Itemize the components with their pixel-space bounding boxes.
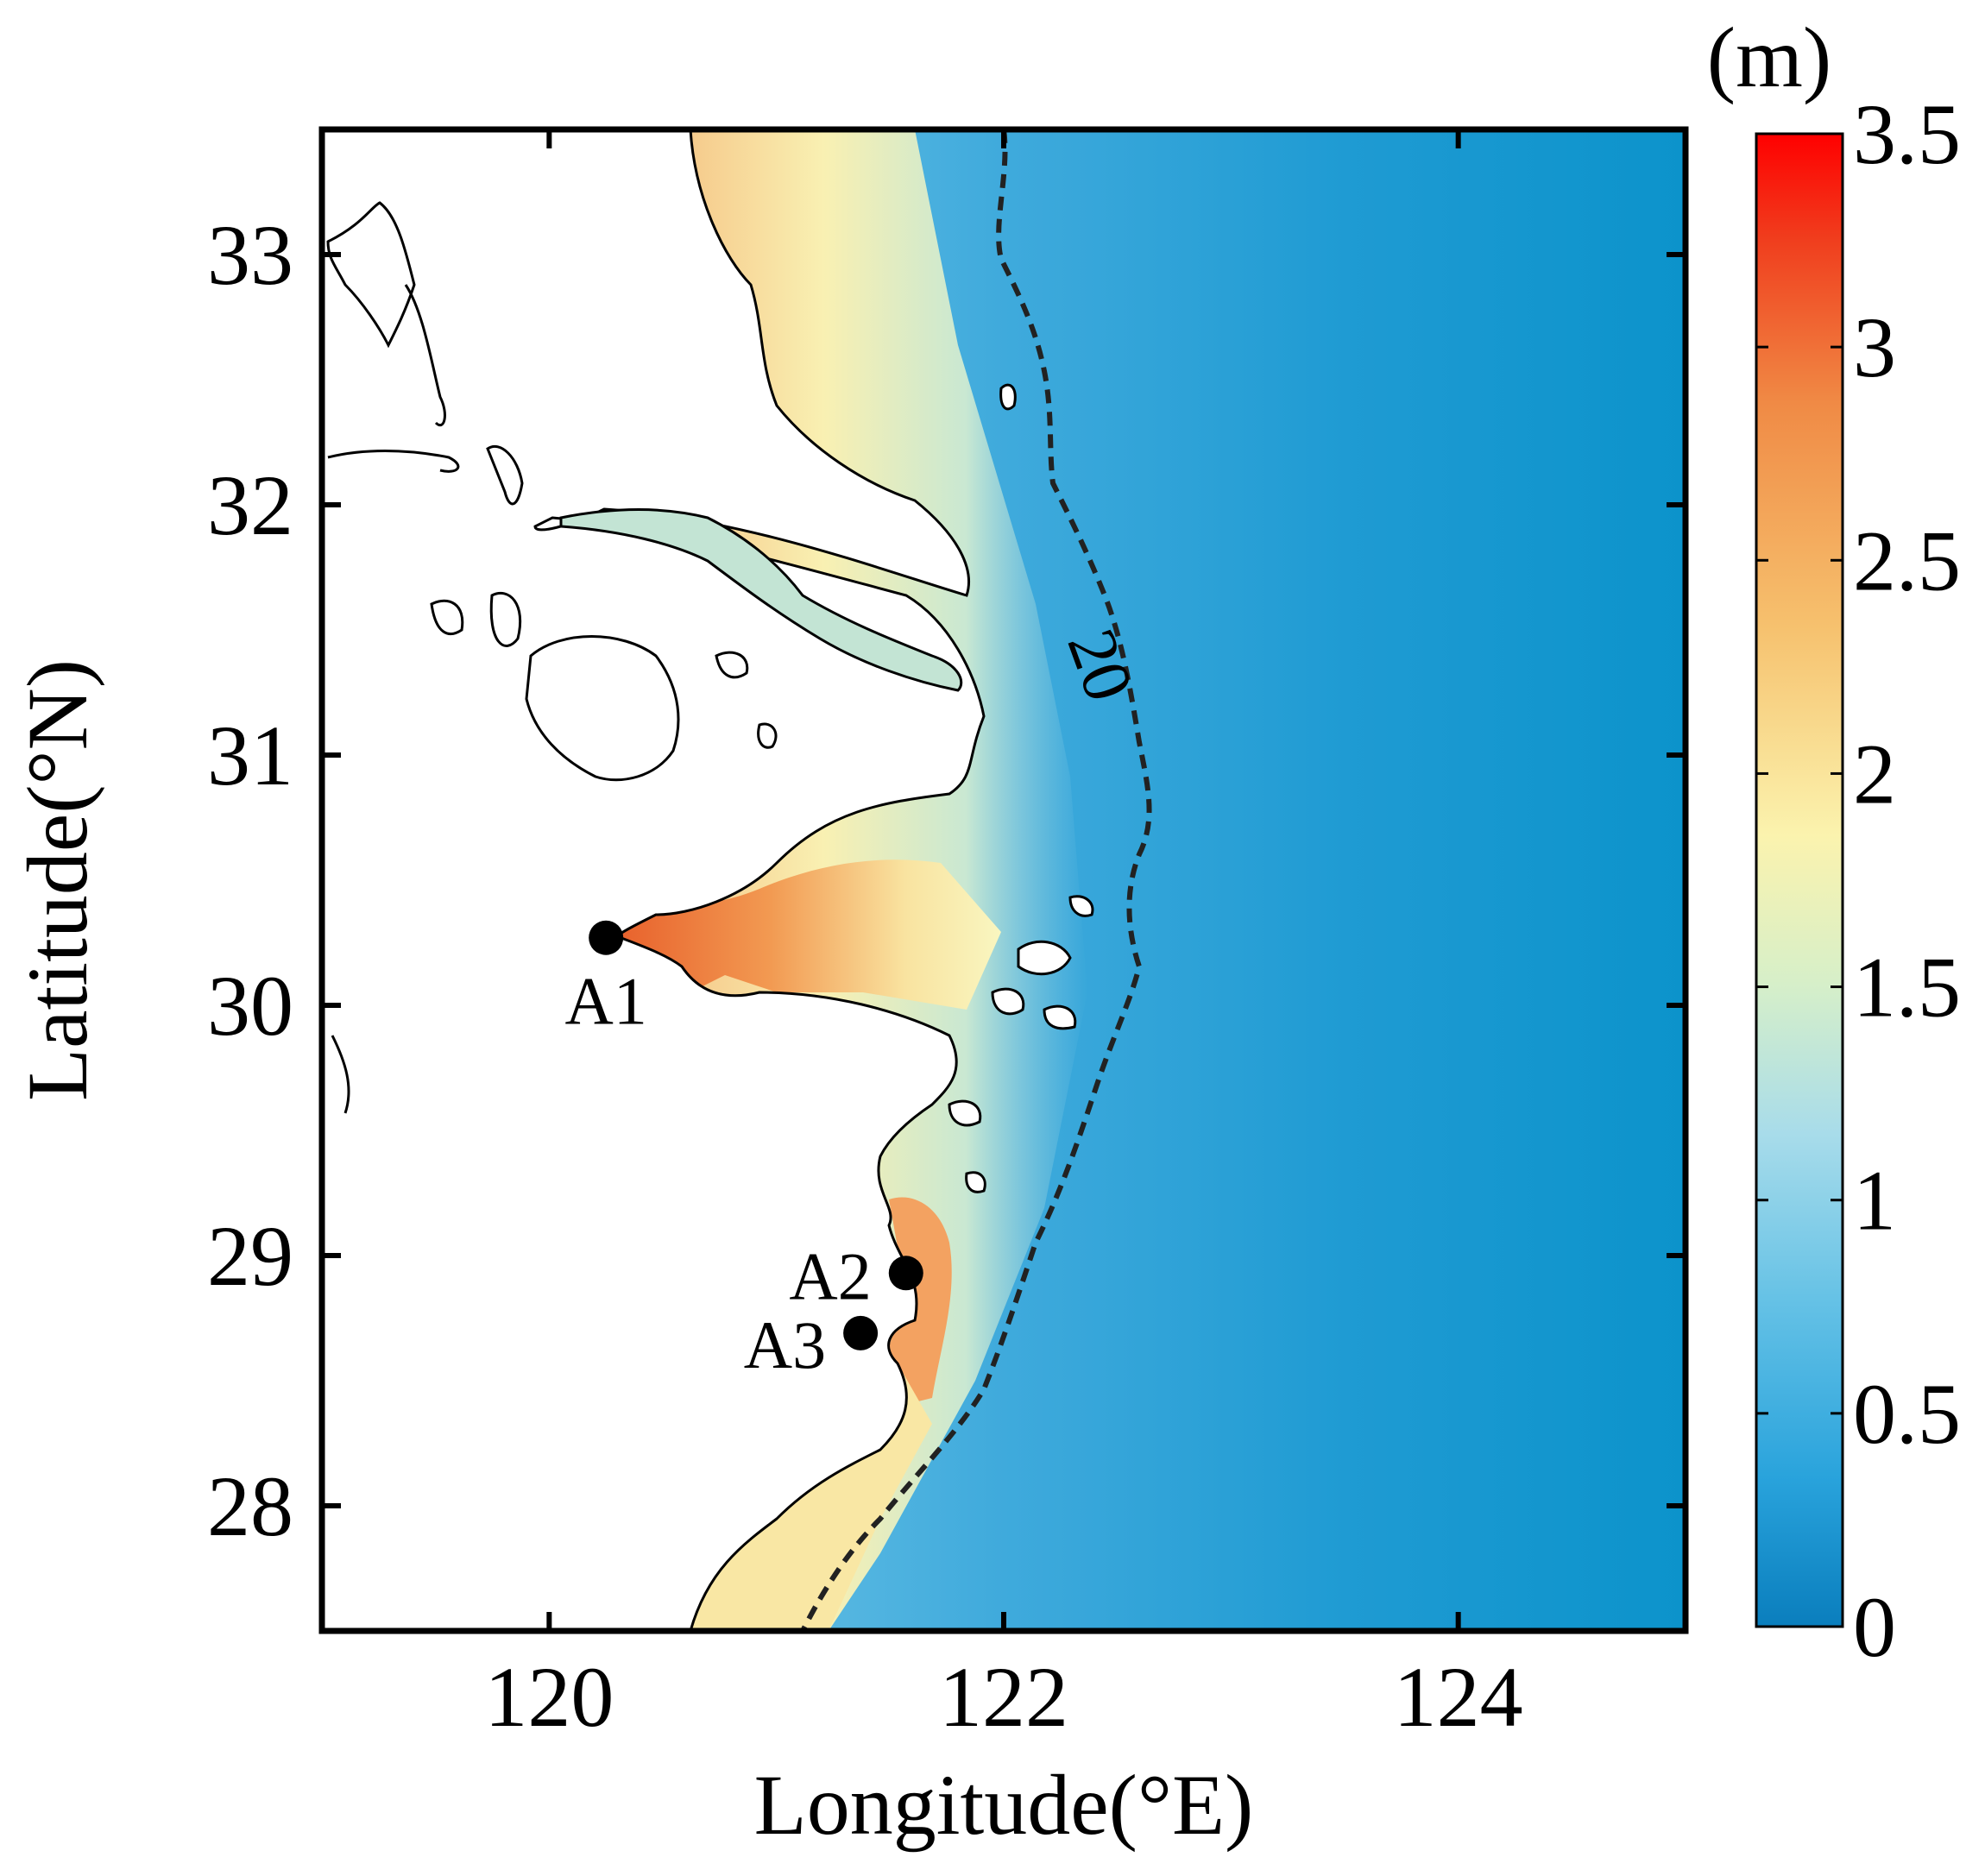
colorbar-tick-label: 0 — [1853, 1579, 1896, 1675]
colorbar-tick-label: 1.5 — [1853, 940, 1961, 1036]
colorbar-tick-label: 0.5 — [1853, 1366, 1961, 1462]
colorbar-tick-label: 3 — [1853, 299, 1896, 395]
colorbar-tick-label: 2 — [1853, 726, 1896, 822]
station-point-a1 — [589, 920, 624, 955]
colorbar-tick-label: 2.5 — [1853, 513, 1961, 608]
colorbar-unit: (m) — [1707, 9, 1831, 105]
colorbar-ticks: 0 0.5 1 1.5 2 2.5 3 3.5 — [1756, 86, 1961, 1675]
isobath-20m — [800, 129, 1152, 1631]
hangzhou-bay-field — [617, 859, 1001, 1010]
yangtze-estuary — [559, 508, 963, 692]
land-mask — [322, 129, 986, 1631]
x-axis-ticks — [546, 129, 1461, 1631]
station-label-a3: A3 — [744, 1307, 826, 1382]
y-tick-label-32: 32 — [207, 457, 293, 553]
y-tick-label-28: 28 — [207, 1458, 293, 1554]
island-cluster — [948, 383, 1094, 1193]
station-point-a3 — [843, 1315, 879, 1350]
y-tick-label-33: 33 — [207, 207, 293, 303]
map-field — [322, 129, 1686, 1631]
x-tick-label-120: 120 — [484, 1649, 614, 1745]
colorbar — [1755, 132, 1844, 1628]
y-tick-label-29: 29 — [207, 1208, 293, 1304]
x-tick-label-122: 122 — [939, 1649, 1068, 1745]
x-tick-label-124: 124 — [1394, 1649, 1523, 1745]
y-tick-label-30: 30 — [207, 958, 293, 1054]
y-axis-ticks — [322, 252, 1686, 1508]
y-tick-label-31: 31 — [207, 708, 293, 803]
station-point-a2 — [888, 1256, 923, 1291]
station-label-a1: A1 — [564, 964, 646, 1039]
sanmen-bay-field — [889, 1197, 952, 1407]
colorbar-tick-label: 3.5 — [1853, 86, 1961, 182]
station-label-a2: A2 — [789, 1238, 871, 1313]
colorbar-tick-label: 1 — [1853, 1153, 1896, 1249]
x-axis-title: Longitude(°E) — [754, 1757, 1254, 1853]
y-axis-title: Latitude(°N) — [9, 659, 105, 1101]
inland-water-outlines — [326, 201, 778, 1114]
